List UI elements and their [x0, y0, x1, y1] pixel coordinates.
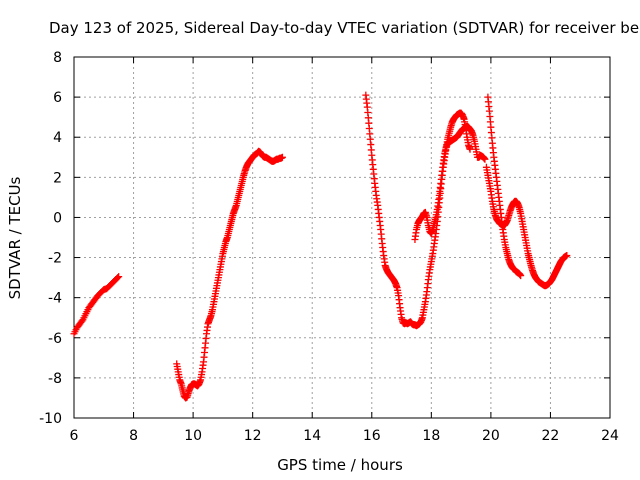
y-axis-label: SDTVAR / TECUs	[6, 176, 24, 299]
x-tick-label: 8	[129, 428, 138, 444]
y-tick-label: 2	[53, 170, 62, 186]
data-point	[517, 272, 525, 280]
series-segment-6	[482, 163, 571, 290]
x-axis-label: GPS time / hours	[277, 456, 403, 474]
y-tick-label: 4	[53, 130, 62, 146]
y-tick-label: -10	[39, 411, 62, 427]
series-segment-1	[70, 273, 123, 338]
series-segment-5	[484, 93, 525, 280]
grid	[74, 57, 610, 418]
x-tick-label: 22	[542, 428, 560, 444]
data-point	[466, 145, 474, 153]
y-tick-label: -8	[48, 371, 62, 387]
data-point	[481, 155, 489, 163]
plot-frame	[73, 56, 611, 419]
y-tick-label: 8	[53, 50, 62, 66]
x-tick-label: 20	[482, 428, 500, 444]
x-tick-label: 14	[303, 428, 321, 444]
x-tick-label: 10	[184, 428, 202, 444]
data-point	[278, 153, 286, 161]
data-point	[563, 252, 571, 260]
x-tick-label: 16	[363, 428, 381, 444]
data-point	[115, 273, 123, 281]
data-point	[114, 274, 122, 282]
y-tick-label: -2	[48, 251, 62, 267]
series-segment-2	[173, 147, 286, 402]
x-tick-label: 24	[601, 428, 619, 444]
y-tick-label: -4	[48, 291, 62, 307]
chart-title: Day 123 of 2025, Sidereal Day-to-day VTE…	[49, 19, 640, 37]
series-segment-3	[362, 91, 474, 330]
series-segment-4	[411, 122, 489, 244]
y-tick-label: 6	[53, 90, 62, 106]
y-tick-label: -6	[48, 331, 62, 347]
y-tick-label: 0	[53, 210, 62, 226]
x-tick-label: 12	[244, 428, 262, 444]
data-points	[70, 91, 571, 402]
x-tick-label: 6	[70, 428, 79, 444]
x-tick-label: 18	[422, 428, 440, 444]
